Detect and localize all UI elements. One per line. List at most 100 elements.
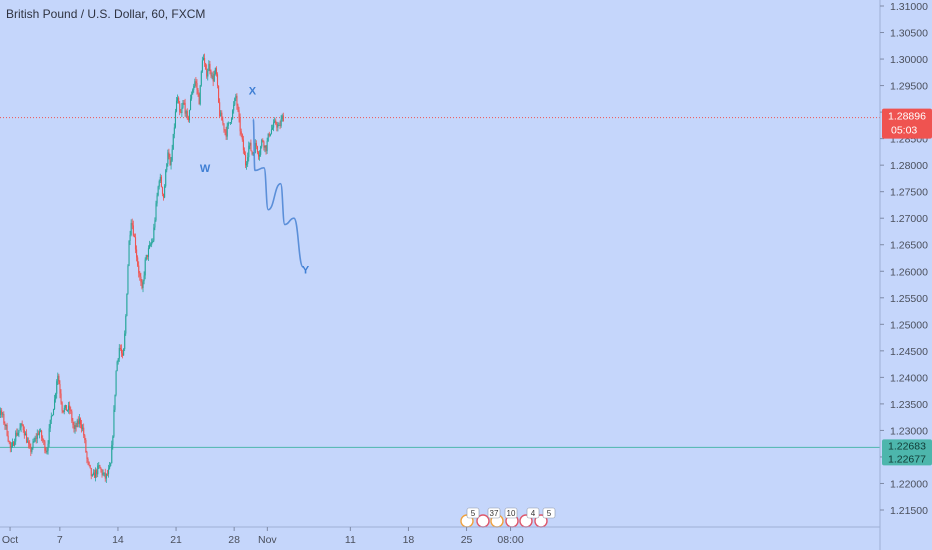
candle-body (41, 430, 43, 438)
candle-body (82, 427, 84, 429)
candle-body (45, 450, 47, 453)
candle-body (66, 409, 69, 411)
price-tick-label: 1.23000 (890, 425, 928, 437)
candle-body (222, 120, 224, 124)
candle-body (59, 384, 61, 394)
event-count-badge[interactable] (526, 507, 540, 519)
candle-body (275, 120, 277, 124)
candle-body (159, 176, 161, 182)
candle-body (174, 111, 176, 128)
price-tick-label: 1.27500 (890, 187, 928, 199)
candle-body (243, 150, 246, 156)
chart-title: British Pound / U.S. Dollar, 60, FXCM (6, 7, 205, 21)
candle-body (76, 420, 78, 428)
candle-body (223, 123, 225, 130)
candle-body (273, 122, 275, 128)
candle-body (225, 131, 227, 137)
candle-body (138, 265, 140, 274)
candle-body (195, 81, 197, 84)
candle-body (124, 333, 126, 349)
candle-body (196, 83, 198, 90)
candle-body (106, 473, 109, 475)
candle-body (117, 358, 119, 362)
candle-body (212, 75, 214, 82)
candle-body (107, 468, 110, 475)
price-tick-label: 1.30500 (890, 28, 928, 40)
candle-body (204, 57, 206, 64)
price-tick-label: 1.29500 (890, 81, 928, 93)
time-tick-label: 25 (461, 534, 473, 546)
candle-body (64, 405, 66, 408)
candle-body (197, 89, 199, 94)
candle-body (167, 152, 169, 164)
candle-body (229, 122, 232, 124)
candle-body (36, 433, 38, 439)
candle-body (158, 181, 160, 187)
candle-body (157, 186, 159, 196)
candle-body (51, 415, 53, 417)
projection-curve (252, 118, 304, 268)
reference-lines (0, 117, 880, 448)
event-count-label: 10 (507, 509, 516, 518)
candle-body (129, 234, 131, 241)
candle-body (131, 222, 133, 226)
candle-body (279, 125, 281, 126)
price-tick-label: 1.23500 (890, 399, 928, 411)
candle-body (266, 140, 268, 152)
candle-body (133, 235, 135, 238)
event-badges[interactable]: 5 37 10 4 5 (460, 507, 556, 528)
candle-body (180, 112, 182, 114)
candle-body (20, 423, 22, 428)
candle-body (233, 104, 235, 111)
candle-body (148, 244, 151, 249)
candle-body (239, 118, 241, 132)
candle-body (43, 440, 45, 442)
candle-body (262, 140, 264, 142)
candle-body (48, 428, 50, 444)
candle-body (139, 273, 141, 277)
candle-body (101, 469, 103, 475)
candle-body (178, 97, 180, 104)
candle-body (30, 446, 32, 452)
time-tick-label: Oct (2, 534, 18, 546)
candle-body (13, 442, 15, 446)
candle-body (92, 472, 94, 475)
wave-projection (252, 118, 304, 268)
candle-body (213, 73, 215, 82)
time-axis[interactable]: Oct 7 14 21 28 Nov 11 18 25 08:00 (2, 527, 524, 546)
candle-body (228, 122, 230, 124)
candle-body (151, 242, 153, 245)
candle-body (19, 427, 21, 431)
candle-body (234, 98, 236, 105)
candle-body (44, 441, 46, 451)
candle-body (128, 240, 130, 266)
candle-body (21, 423, 23, 426)
candle-body (241, 134, 243, 140)
candle-body (97, 465, 99, 475)
candle-body (102, 473, 104, 475)
candle-body (207, 71, 209, 77)
candle-body (156, 195, 158, 204)
candle-body (125, 315, 127, 334)
candle-body (103, 472, 105, 474)
candle-body (0, 410, 2, 415)
price-tick-label: 1.30000 (890, 54, 928, 66)
candle-body (237, 105, 239, 111)
candle-body (154, 220, 156, 228)
candle-body (9, 442, 11, 448)
candle-body (42, 437, 44, 441)
candle-body (257, 152, 260, 157)
candle-body (256, 146, 258, 153)
event-count-badge[interactable] (487, 507, 501, 519)
candle-body (122, 353, 124, 356)
candle-body (186, 111, 188, 117)
event-count-badge[interactable] (466, 507, 480, 519)
candle-body (16, 432, 18, 436)
event-count-badge[interactable] (504, 507, 518, 519)
candle-body (247, 157, 249, 164)
candle-body (90, 467, 92, 476)
candle-body (179, 103, 181, 113)
event-count-badge[interactable] (542, 507, 556, 519)
candle-body (8, 441, 10, 443)
